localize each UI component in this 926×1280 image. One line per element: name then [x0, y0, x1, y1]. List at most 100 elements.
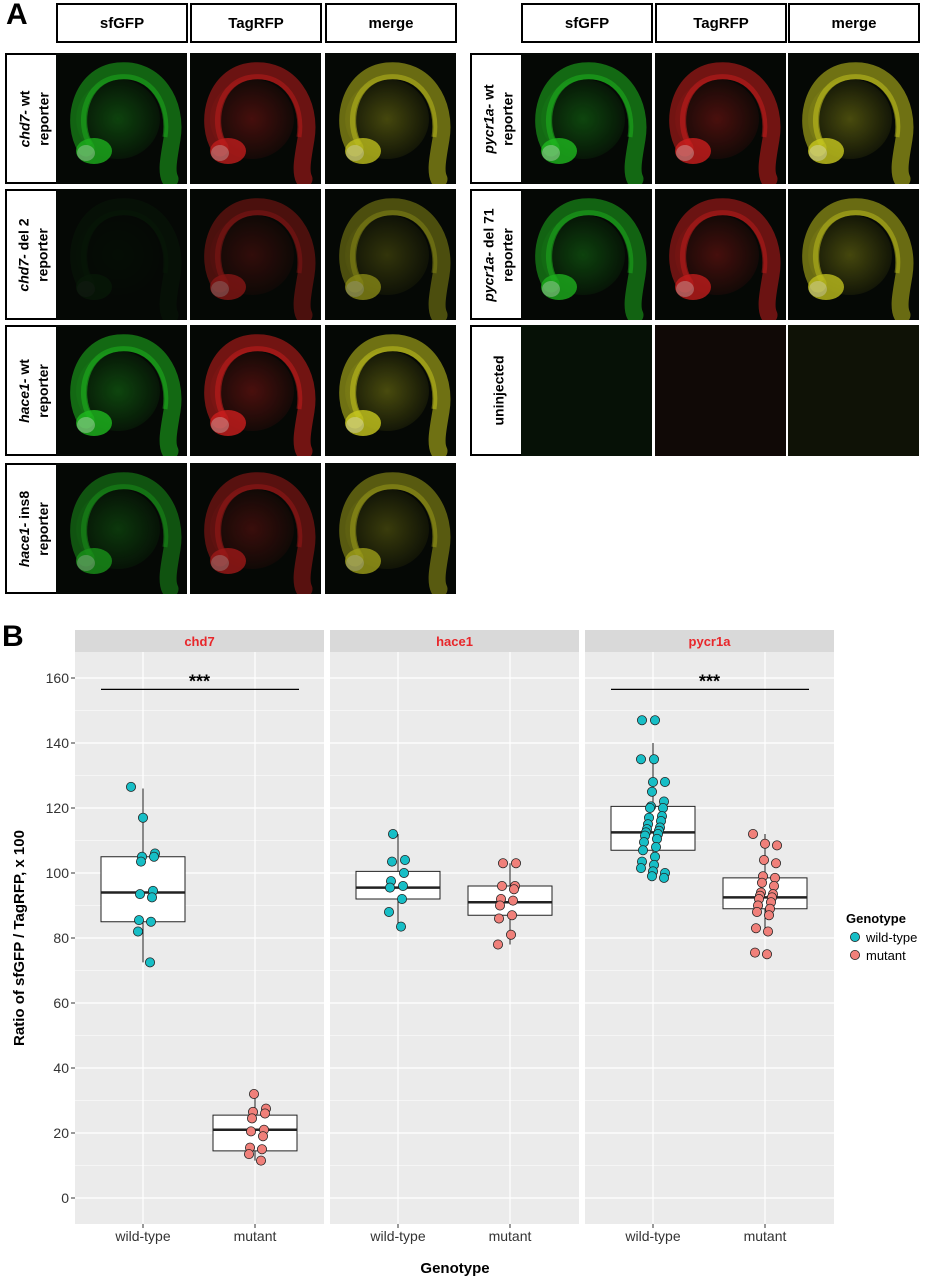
panel-b-letter: B: [2, 620, 24, 653]
data-point: [134, 889, 145, 900]
right-tile-1-merge: [788, 189, 919, 320]
embryo-image-merge: [325, 325, 456, 456]
data-point: [508, 884, 519, 895]
legend-label: mutant: [866, 948, 906, 963]
row-label-variant: uninjected: [490, 355, 507, 426]
row-label-line2: reporter: [35, 91, 52, 146]
data-point: [144, 957, 155, 968]
embryo-image-merge: [325, 463, 456, 594]
x-tick-label: wild-type: [624, 1228, 680, 1244]
embryo-image-sfgfp: [56, 189, 187, 320]
data-point: [146, 892, 157, 903]
data-point: [752, 906, 763, 917]
row-label-line1: hace1- wt: [15, 359, 34, 423]
left-tile-3-tagrfp: [190, 463, 321, 594]
y-tick-label: 0: [61, 1190, 69, 1206]
x-tick-label: wild-type: [369, 1228, 425, 1244]
box-iqr: [355, 870, 441, 900]
data-point: [145, 916, 156, 927]
data-point: [383, 906, 394, 917]
data-point: [659, 872, 670, 883]
data-point: [255, 1155, 266, 1166]
embryo-image-merge: [325, 53, 456, 184]
row-label-variant: ins8: [16, 490, 33, 523]
row-label-line2: reporter: [500, 91, 517, 146]
data-point: [771, 858, 782, 869]
right-row-label-text: pycr1a- del 71 reporter: [480, 208, 518, 301]
x-axis-label: Genotype: [420, 1260, 489, 1277]
left-row-label-text: chd7- del 2 reporter: [15, 218, 53, 291]
significance-label: ***: [699, 671, 720, 691]
data-point: [399, 854, 410, 865]
data-point: [763, 926, 774, 937]
data-point: [748, 828, 759, 839]
left-tile-2-sfgfp: [56, 325, 187, 456]
row-label-gene: chd7-: [16, 253, 33, 292]
row-label-gene: hace1-: [16, 522, 33, 567]
embryo-image-tagrfp: [655, 189, 786, 320]
left-row-label-text: hace1- wt reporter: [15, 359, 53, 423]
data-point: [648, 776, 659, 787]
data-point: [384, 882, 395, 893]
left-tile-1-sfgfp: [56, 189, 187, 320]
row-label-line1: chd7- wt: [15, 90, 34, 147]
y-tick-label: 20: [53, 1125, 69, 1141]
data-point: [636, 754, 647, 765]
embryo-image-merge: [788, 189, 919, 320]
row-label-line2: reporter: [35, 363, 51, 418]
row-label-variant: del 71: [481, 207, 497, 252]
left-header-sfgfp: sfGFP: [56, 3, 188, 43]
left-row-label-2: hace1- wt reporter: [5, 325, 63, 456]
x-tick-label: wild-type: [114, 1228, 170, 1244]
facet-strip: [585, 630, 834, 652]
row-label-gene: hace1-: [16, 378, 32, 423]
y-tick-label: 100: [46, 865, 70, 881]
row-label-line1: hace1- ins8: [15, 490, 34, 566]
data-point: [387, 828, 398, 839]
embryo-image-sfgfp: [56, 53, 187, 184]
right-row-label-1: pycr1a- del 71 reporter: [470, 189, 528, 320]
data-point: [769, 880, 780, 891]
data-point: [397, 880, 408, 891]
data-point: [638, 845, 649, 856]
embryo-image-merge: [788, 53, 919, 184]
box-iqr: [610, 805, 696, 851]
data-point: [135, 856, 146, 867]
data-point: [493, 913, 504, 924]
row-label-line1: pycr1a- del 71: [480, 208, 499, 301]
data-point: [505, 929, 516, 940]
y-tick-label: 80: [53, 930, 69, 946]
row-label-line2: reporter: [35, 501, 52, 556]
data-point: [750, 947, 761, 958]
data-point: [510, 858, 521, 869]
data-point: [133, 915, 144, 926]
right-row-label-0: pycr1a- wt reporter: [470, 53, 528, 184]
right-tile-2-tagrfp: [655, 325, 786, 456]
embryo-image-sfgfp: [521, 189, 652, 320]
data-point: [759, 854, 770, 865]
data-point: [494, 900, 505, 911]
data-point: [762, 949, 773, 960]
data-point: [637, 715, 648, 726]
row-label-variant: wt: [16, 358, 32, 379]
box-iqr: [100, 856, 186, 923]
right-row-label-2: uninjected: [470, 325, 528, 456]
data-point: [757, 877, 768, 888]
right-tile-1-tagrfp: [655, 189, 786, 320]
data-point: [636, 863, 647, 874]
right-tile-0-merge: [788, 53, 919, 184]
left-tile-0-sfgfp: [56, 53, 187, 184]
data-point: [386, 856, 397, 867]
row-label-gene: pycr1a-: [481, 251, 497, 302]
x-tick-label: mutant: [744, 1228, 787, 1244]
data-point: [126, 781, 137, 792]
panel-b-boxplot: B Ratio of sfGFP / TagRFP, x 100 Genotype 0…: [2, 620, 917, 1277]
data-point: [507, 895, 518, 906]
embryo-image-merge: [325, 189, 456, 320]
y-tick-label: 160: [46, 670, 70, 686]
data-point: [645, 802, 656, 813]
data-point: [245, 1126, 256, 1137]
data-point: [497, 858, 508, 869]
embryo-image-tagrfp: [190, 53, 321, 184]
left-tile-3-merge: [325, 463, 456, 594]
